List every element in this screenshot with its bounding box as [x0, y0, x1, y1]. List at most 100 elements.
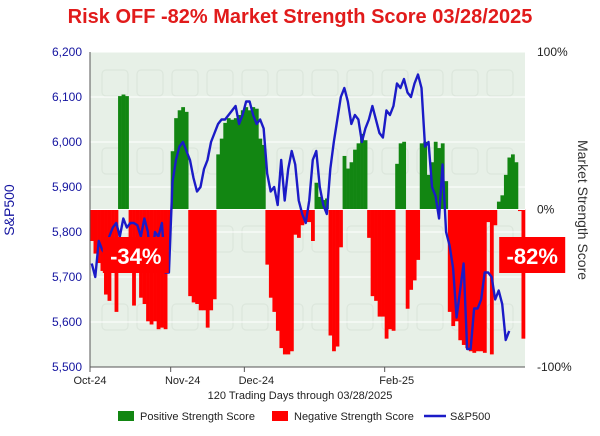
x-tick-label: Oct-24	[73, 375, 106, 387]
negative-score-bar	[405, 209, 410, 309]
negative-score-bar	[311, 209, 315, 241]
watermark-tile	[381, 147, 409, 175]
positive-score-bar	[251, 107, 256, 210]
negative-score-bar	[391, 209, 396, 331]
negative-score-bar	[381, 209, 385, 317]
positive-score-bar	[219, 138, 224, 210]
positive-score-bar	[216, 154, 221, 210]
positive-score-bar	[496, 201, 501, 210]
positive-score-bar	[395, 163, 400, 210]
watermark-tile	[171, 303, 199, 331]
negative-score-bar	[339, 209, 343, 248]
negative-score-bar	[412, 209, 417, 281]
x-tick-label: Nov-24	[165, 375, 200, 387]
positive-score-bar	[318, 196, 322, 210]
negative-score-bar	[377, 209, 382, 317]
positive-score-bar	[507, 157, 512, 210]
negative-score-bar	[279, 209, 284, 349]
y-left-tick-label: 5,500	[52, 360, 82, 374]
negative-score-bar	[286, 209, 291, 355]
positive-score-bar	[433, 141, 438, 210]
callout-box	[102, 237, 169, 273]
negative-score-bar	[479, 209, 484, 352]
negative-score-bar	[416, 209, 421, 260]
y-left-tick-label: 5,700	[52, 270, 82, 284]
watermark-tile	[136, 147, 164, 175]
negative-score-bar	[384, 209, 389, 339]
negative-score-bar	[195, 209, 200, 304]
sp500-line	[90, 73, 511, 351]
axes: 5,500 5,600 5,700 5,800 5,900 6,000 6,100 6,200…	[52, 45, 572, 387]
positive-score-bar	[342, 155, 347, 210]
legend-label: Positive Strength Score	[140, 411, 255, 423]
negative-score-bar	[191, 209, 196, 303]
positive-score-bar	[398, 143, 403, 210]
positive-score-bar	[437, 148, 442, 210]
y-left-tick-label: 5,800	[52, 225, 82, 239]
legend-label: Negative Strength Score	[294, 411, 414, 423]
positive-score-bar	[223, 122, 228, 210]
positive-score-bar	[118, 96, 122, 210]
positive-score-bar	[244, 107, 249, 210]
positive-score-bar	[503, 174, 508, 210]
watermark-tile	[451, 147, 479, 175]
legend-swatch	[118, 411, 134, 421]
y-right-tick-label: -100%	[537, 360, 572, 374]
watermark-tile	[241, 69, 269, 97]
legend-label: S&P500	[450, 411, 490, 423]
positive-score-bar	[240, 110, 245, 210]
watermark-tile	[101, 69, 129, 97]
negative-score-bar	[521, 209, 526, 339]
negative-score-bar	[209, 209, 214, 311]
negative-score-bar	[282, 209, 287, 355]
negative-score-bar	[307, 209, 312, 223]
positive-score-bar	[500, 195, 505, 210]
negative-score-bar	[93, 209, 98, 254]
negative-score-bar	[212, 209, 217, 300]
negative-score-bar	[367, 209, 371, 238]
positive-score-bar	[233, 118, 238, 210]
positive-score-bar	[356, 143, 361, 210]
positive-score-bar	[237, 115, 242, 210]
callout-label: -34%	[110, 244, 161, 269]
negative-score-bar	[135, 209, 140, 259]
watermark-tile	[276, 69, 304, 97]
negative-score-bar	[493, 209, 498, 226]
positive-score-bar	[349, 162, 354, 210]
positive-score-bar	[402, 141, 407, 210]
positive-score-bar	[125, 96, 129, 210]
positive-score-bar	[426, 174, 431, 210]
positive-score-bar	[184, 111, 189, 210]
negative-score-bar	[268, 209, 273, 298]
watermark-tile	[346, 303, 374, 331]
positive-score-bar	[226, 118, 231, 210]
callout-box	[499, 237, 566, 273]
positive-score-bar	[346, 168, 350, 210]
x-tick-label: Dec-24	[239, 375, 274, 387]
watermark-tile	[276, 147, 304, 175]
negative-score-bar	[332, 209, 336, 352]
watermark-tile	[206, 69, 234, 97]
negative-score-bar	[374, 209, 378, 301]
negative-score-bar	[265, 209, 270, 265]
positive-score-bar	[258, 138, 263, 210]
y-right-tick-label: 100%	[537, 45, 568, 59]
watermark-tile	[451, 69, 479, 97]
negative-score-bar	[482, 209, 487, 353]
watermark-tile	[311, 69, 339, 97]
negative-score-bar	[128, 209, 133, 241]
callout-label: -82%	[507, 244, 558, 269]
y-axis-label-left: S&P500	[1, 184, 17, 236]
negative-score-bar	[293, 209, 298, 235]
y-axis-label-right: Market Strength Score	[575, 140, 591, 280]
negative-score-bar	[447, 209, 452, 312]
negative-score-bar	[188, 209, 193, 297]
negative-score-bar	[468, 209, 473, 352]
y-left-tick-label: 6,200	[52, 45, 82, 59]
watermark-tile	[416, 303, 444, 331]
negative-score-bar	[272, 209, 277, 312]
positive-score-bar	[444, 181, 449, 210]
negative-score-bar	[202, 209, 207, 311]
negative-score-bar	[328, 209, 333, 336]
